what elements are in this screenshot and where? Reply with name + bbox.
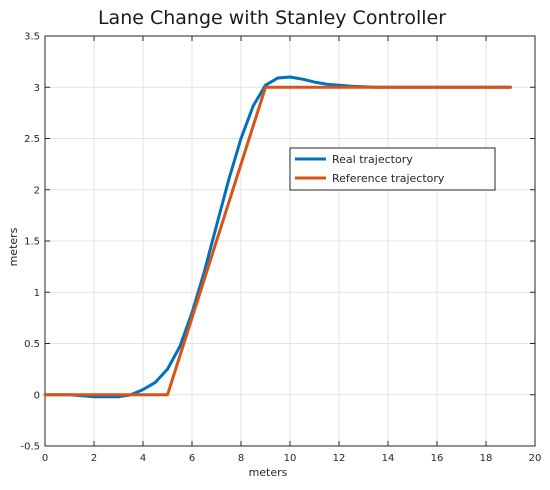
x-tick-label: 4	[140, 453, 146, 464]
y-tick-label: 1.5	[24, 237, 40, 248]
grid-layer	[44, 35, 536, 447]
series-layer	[43, 75, 512, 399]
chart-title: Lane Change with Stanley Controller	[98, 7, 446, 29]
y-tick-label: 0.5	[24, 339, 40, 350]
y-tick-label: 3	[34, 83, 40, 94]
y-tick-label: 0	[34, 390, 40, 401]
x-tick-label: 12	[333, 453, 346, 464]
x-tick-label: 8	[238, 453, 244, 464]
x-tick-label: 10	[284, 453, 297, 464]
y-tick-label: 1	[34, 288, 40, 299]
x-tick-label: 0	[42, 453, 48, 464]
legend-label-reference-trajectory: Reference trajectory	[332, 172, 445, 185]
series-line-real-trajectory	[43, 75, 512, 399]
x-tick-label: 16	[431, 453, 444, 464]
x-tick-label: 14	[382, 453, 395, 464]
series-line-reference-trajectory	[43, 85, 512, 397]
legend-box	[289, 147, 496, 191]
x-tick-label: 6	[189, 453, 195, 464]
y-tick-label: 3.5	[24, 32, 40, 43]
y-tick-label: 2	[34, 185, 40, 196]
legend: Real trajectory Reference trajectory	[289, 147, 496, 191]
y-tick-label: 2.5	[24, 134, 40, 145]
x-tick-label: 2	[91, 453, 97, 464]
x-tick-label: 20	[529, 453, 542, 464]
y-axis-label: meters	[7, 227, 20, 266]
x-tick-label: 18	[480, 453, 493, 464]
y-tick-label: -0.5	[20, 442, 40, 453]
ticks-layer: 0 2 4 6 8 10 12 14 16 18 20-0.500.511.522.533.5	[20, 32, 541, 465]
x-axis-label: meters	[249, 466, 288, 479]
legend-label-real-trajectory: Real trajectory	[332, 153, 413, 166]
